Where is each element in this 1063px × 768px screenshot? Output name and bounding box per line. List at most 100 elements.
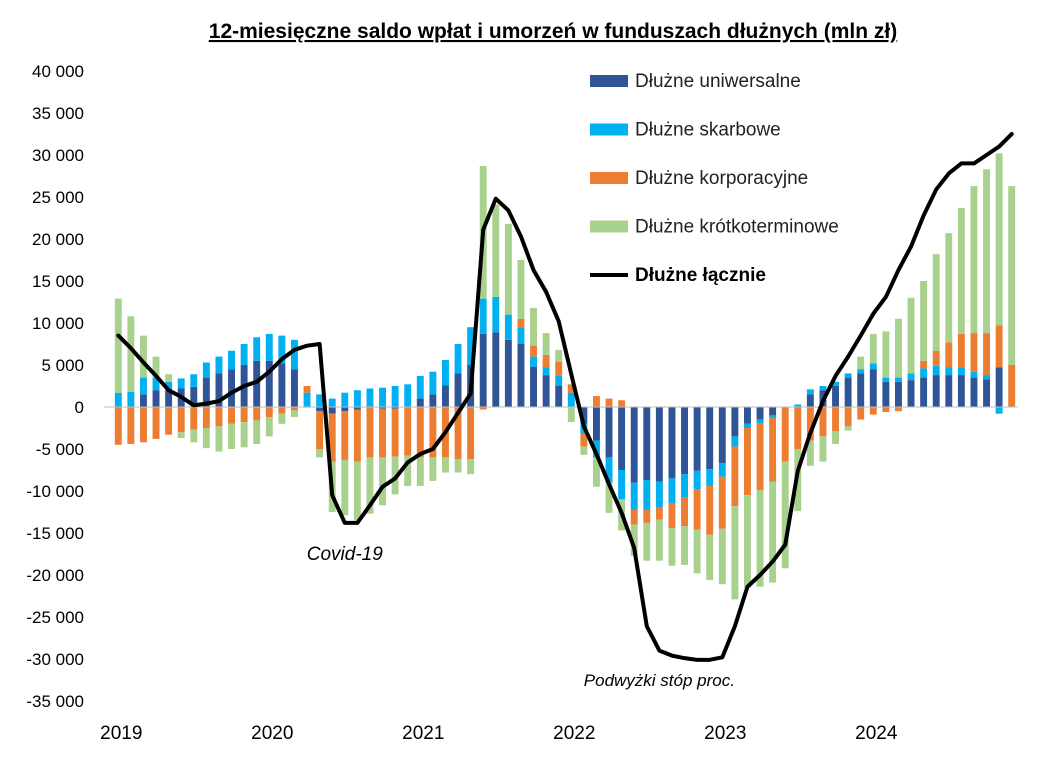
- y-tick-label: -35 000: [26, 692, 84, 711]
- bar-segment: [593, 440, 600, 458]
- legend-label: Dłużne łącznie: [635, 265, 766, 286]
- bar-segment: [907, 373, 915, 381]
- bar-segment: [416, 398, 424, 407]
- bars: [114, 153, 1016, 600]
- bar-segment: [454, 373, 462, 407]
- y-tick-label: 10 000: [32, 314, 84, 333]
- bar-segment: [140, 407, 147, 443]
- bar-segment: [240, 407, 248, 423]
- bar-segment: [706, 534, 714, 581]
- bar-segment: [593, 407, 600, 441]
- legend-label: Dłużne korporacyjne: [635, 168, 808, 189]
- bar-segment: [668, 478, 676, 504]
- y-tick-label: 0: [75, 398, 84, 417]
- bar-segment: [429, 394, 437, 407]
- y-tick-label: -25 000: [26, 608, 84, 627]
- bar-segment: [177, 378, 185, 389]
- y-tick-label: 35 000: [32, 104, 84, 123]
- bar-segment: [655, 481, 663, 507]
- bar-segment: [177, 432, 185, 439]
- bar-segment: [907, 297, 915, 374]
- bar-segment: [177, 407, 185, 433]
- bar-segment: [316, 407, 324, 412]
- bar-segment: [957, 367, 965, 376]
- bar-segment: [605, 407, 613, 458]
- bar-segment: [366, 457, 374, 514]
- bar-segment: [983, 379, 990, 407]
- legend-label: Dłużne krótkoterminowe: [635, 217, 839, 238]
- bar-segment: [454, 407, 462, 460]
- bar-segment: [379, 387, 386, 407]
- bar-segment: [593, 457, 600, 487]
- bar-segment: [945, 375, 953, 407]
- bar-segment: [693, 470, 701, 490]
- bar-segment: [542, 354, 550, 368]
- bar-segment: [957, 207, 965, 334]
- bar-segment: [278, 413, 286, 424]
- bar-segment: [681, 474, 688, 498]
- bar-segment: [479, 298, 487, 334]
- bar-segment: [303, 386, 311, 393]
- bar-segment: [706, 407, 714, 470]
- bar-segment: [265, 333, 273, 361]
- y-tick-label: -10 000: [26, 482, 84, 501]
- bar-segment: [190, 429, 198, 443]
- bar-segment: [882, 377, 890, 382]
- bar-segment: [882, 331, 890, 378]
- bar-segment: [655, 506, 663, 520]
- bar-segment: [706, 485, 714, 535]
- bar-segment: [353, 409, 361, 462]
- bar-segment: [353, 407, 361, 410]
- bar-segment: [504, 339, 512, 407]
- bar-segment: [618, 407, 626, 470]
- bar-segment: [806, 440, 814, 466]
- bar-segment: [920, 281, 928, 361]
- bar-segment: [869, 333, 877, 364]
- bar-segment: [542, 367, 550, 376]
- bar-segment: [114, 298, 122, 393]
- bar-segment: [668, 407, 676, 479]
- bar-segment: [379, 407, 386, 409]
- legend: Dłużne uniwersalne Dłużne skarbowe Dłużne …: [590, 71, 839, 286]
- y-tick-label: -20 000: [26, 566, 84, 585]
- bar-segment: [165, 407, 173, 435]
- bar-segment: [278, 407, 286, 414]
- bar-segment: [857, 369, 865, 374]
- bar-segment: [140, 335, 147, 378]
- legend-label: Dłużne skarbowe: [635, 120, 781, 141]
- bar-segment: [995, 367, 1003, 407]
- bar-segment: [303, 392, 311, 407]
- bar-segment: [844, 426, 852, 431]
- bar-segment: [442, 359, 449, 386]
- bar-segment: [215, 356, 223, 374]
- bar-segment: [869, 363, 877, 370]
- bar-segment: [995, 407, 1003, 414]
- bar-segment: [152, 356, 160, 378]
- bar-segment: [265, 407, 273, 418]
- bar-segment: [127, 316, 135, 392]
- bar-segment: [580, 407, 588, 424]
- bar-segment: [479, 407, 487, 410]
- bar-segment: [693, 489, 701, 530]
- bar-segment: [957, 333, 965, 368]
- bar-segment: [869, 407, 877, 415]
- bar-segment: [630, 407, 638, 483]
- bar-segment: [970, 333, 978, 372]
- bar-segment: [668, 503, 676, 528]
- bar-segment: [504, 223, 512, 315]
- bar-segment: [857, 407, 865, 420]
- bar-segment: [165, 381, 173, 391]
- bar-segment: [504, 314, 512, 340]
- legend-swatch: [590, 172, 628, 184]
- bar-segment: [869, 369, 877, 407]
- bar-segment: [995, 325, 1003, 368]
- bar-segment: [1008, 365, 1016, 407]
- chart-title: 12-miesięczne saldo wpłat i umorzeń w fu…: [209, 20, 897, 43]
- legend-swatch: [590, 220, 628, 233]
- x-tick-label: 2022: [553, 723, 595, 744]
- y-tick-label: -5 000: [36, 440, 84, 459]
- bar-segment: [744, 495, 751, 588]
- bar-segment: [517, 327, 525, 344]
- bar-segment: [316, 449, 324, 458]
- bar-segment: [957, 375, 965, 407]
